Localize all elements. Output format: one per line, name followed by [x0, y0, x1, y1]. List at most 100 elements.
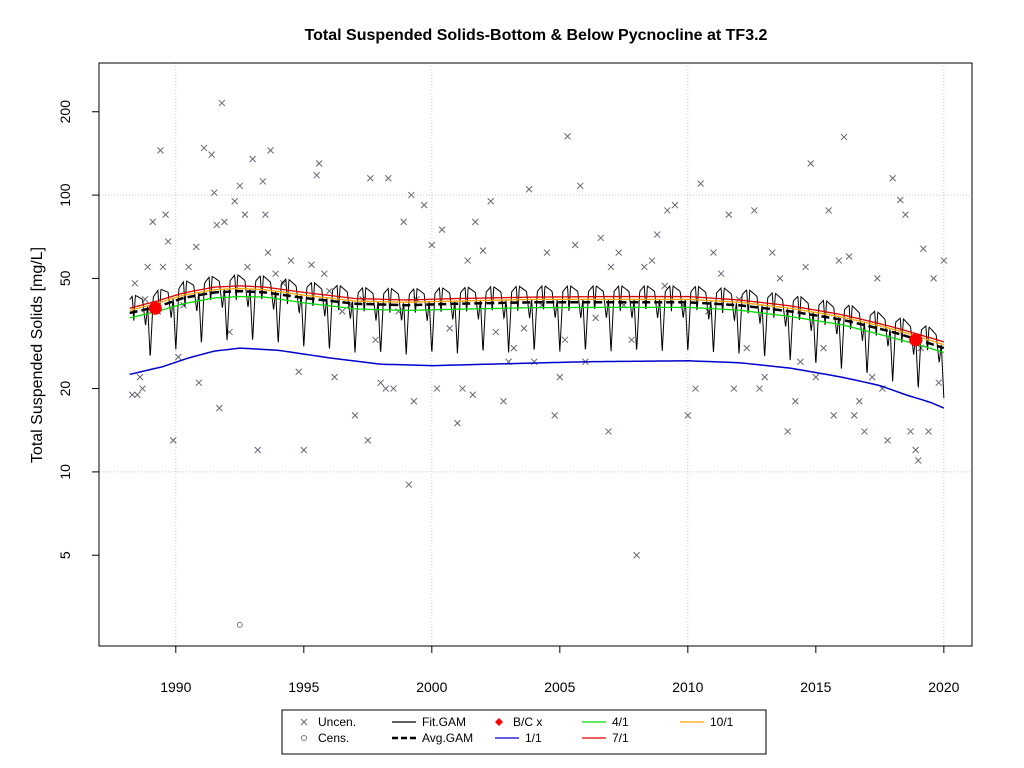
cross-stroke [653, 231, 661, 238]
cross-stroke [326, 287, 333, 295]
cross-stroke [139, 385, 146, 392]
cross-stroke [912, 446, 920, 454]
data-point-uncensored [653, 231, 661, 238]
cross-stroke [907, 428, 914, 435]
data-point-uncensored [128, 391, 136, 399]
legend-item-bc: B/C x [495, 715, 542, 729]
data-point-uncensored [743, 344, 751, 352]
cross-stroke [157, 147, 164, 154]
cross-stroke [377, 379, 384, 387]
cross-stroke [776, 275, 784, 282]
data-point-uncensored [525, 185, 533, 193]
data-point-uncensored [185, 263, 192, 271]
cross-stroke [164, 238, 172, 245]
cross-stroke [628, 336, 635, 344]
data-point-uncensored [607, 263, 615, 271]
y-tick-label: 20 [57, 381, 73, 397]
cross-stroke [295, 368, 303, 376]
legend-item-avg: Avg.GAM [392, 731, 473, 745]
data-point-uncensored [840, 133, 848, 141]
cross-stroke [134, 391, 141, 399]
data-point-bc [148, 301, 162, 315]
cross-stroke [884, 437, 891, 444]
data-point-uncensored [487, 197, 495, 205]
series-avg-gam [129, 289, 945, 350]
data-point-uncensored [756, 385, 763, 392]
data-point-uncensored [797, 358, 804, 366]
cross-stroke [761, 373, 768, 381]
data-point-uncensored [164, 238, 172, 245]
data-point-uncensored [308, 261, 315, 269]
cross-stroke [607, 263, 615, 271]
y-tick-label: 100 [57, 183, 73, 207]
data-point-uncensored [159, 263, 167, 271]
data-point-bc [909, 333, 923, 347]
cross-stroke [287, 257, 295, 264]
cross-stroke [254, 446, 262, 454]
data-point-uncensored [236, 182, 244, 190]
data-point-uncensored [791, 397, 799, 405]
data-point-uncensored [576, 182, 584, 190]
cross-stroke [249, 155, 256, 163]
legend-item-r1: 1/1 [495, 731, 542, 745]
data-point-uncensored [605, 428, 612, 435]
cross-stroke [868, 373, 876, 381]
cross-stroke [510, 344, 518, 352]
data-point-uncensored [825, 207, 832, 214]
data-point-uncensored [935, 379, 943, 387]
data-point-uncensored [469, 391, 477, 399]
data-point-uncensored [367, 174, 374, 182]
data-point-uncensored [382, 385, 390, 392]
cross-stroke [873, 275, 881, 282]
cross-stroke [446, 325, 454, 332]
cross-stroke [405, 481, 413, 488]
cross-stroke [382, 385, 390, 392]
data-point-uncensored [564, 132, 571, 140]
data-point-uncensored [768, 249, 776, 256]
series-7-1 [129, 285, 945, 343]
cross-stroke [175, 353, 182, 361]
x-tick-label: 2000 [416, 679, 447, 695]
cross-stroke [169, 437, 177, 444]
legend-label: 7/1 [612, 731, 629, 745]
data-point-uncensored [464, 257, 472, 264]
data-point-uncensored [377, 379, 384, 387]
cross-stroke [791, 397, 799, 405]
data-point-uncensored [131, 279, 139, 287]
cross-stroke [756, 385, 763, 392]
data-point-uncensored [648, 257, 656, 264]
data-point-uncensored [663, 207, 671, 214]
cross-stroke [464, 257, 472, 264]
data-point-uncensored [914, 457, 922, 464]
cross-stroke [159, 263, 167, 271]
x-tick-label: 2015 [800, 679, 831, 695]
cross-stroke [136, 373, 144, 381]
cross-stroke [208, 151, 215, 158]
data-point-uncensored [856, 397, 863, 405]
cross-stroke [717, 270, 725, 278]
cross-stroke [384, 174, 392, 182]
data-point-uncensored [556, 373, 564, 381]
cross-stroke [856, 397, 863, 405]
data-point-uncensored [134, 391, 141, 399]
cross-stroke [433, 385, 441, 392]
data-point-uncensored [139, 385, 146, 392]
cross-stroke [272, 270, 280, 278]
data-point-uncensored [259, 178, 267, 185]
x-tick-label: 1995 [288, 679, 319, 695]
cross-stroke [896, 196, 904, 204]
cross-stroke [615, 249, 623, 256]
data-point-uncensored [661, 282, 669, 290]
cross-stroke [710, 249, 717, 256]
data-point-uncensored [725, 211, 733, 218]
legend-label: Uncen. [318, 715, 356, 729]
cross-stroke [556, 373, 564, 381]
cross-stroke [605, 428, 612, 435]
data-point-uncensored [492, 328, 500, 336]
data-point-uncensored [264, 249, 272, 256]
data-point-uncensored [262, 211, 269, 218]
cross-stroke [459, 385, 466, 392]
cross-stroke [300, 446, 308, 454]
cross-stroke [479, 247, 487, 254]
